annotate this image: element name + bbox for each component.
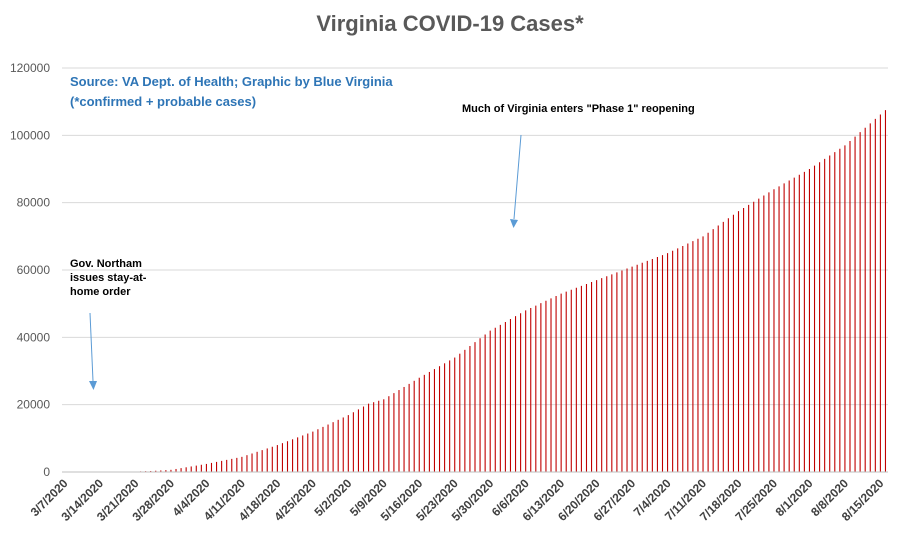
stay-home-note: Gov. Northam issues stay-at- home order bbox=[70, 258, 150, 298]
stay-home-arrow bbox=[89, 312, 94, 382]
x-axis-ticks: 3/7/20203/14/20203/21/20203/28/20204/4/2… bbox=[28, 476, 887, 524]
y-tick-label: 0 bbox=[43, 465, 50, 479]
y-tick-label: 20000 bbox=[17, 398, 51, 412]
source-line-2: (*confirmed + probable cases) bbox=[70, 94, 256, 109]
x-tick-label: 5/2/2020 bbox=[311, 476, 354, 519]
y-tick-label: 80000 bbox=[17, 196, 51, 210]
source-line-1: Source: VA Dept. of Health; Graphic by B… bbox=[70, 74, 393, 89]
source-note: Source: VA Dept. of Health; Graphic by B… bbox=[70, 74, 396, 109]
chart-title: Virginia COVID-19 Cases* bbox=[316, 11, 584, 36]
y-axis-ticks: 0 20000 40000 60000 80000 100000 120000 bbox=[10, 61, 50, 479]
gridlines bbox=[62, 67, 888, 406]
x-tick-label: 8/1/2020 bbox=[773, 476, 816, 519]
y-tick-label: 60000 bbox=[17, 263, 51, 277]
y-tick-label: 40000 bbox=[17, 330, 51, 344]
y-tick-label: 120000 bbox=[10, 61, 50, 75]
phase1-arrow bbox=[513, 134, 522, 220]
stay-home-line-1: Gov. Northam bbox=[70, 258, 142, 270]
stay-home-line-2: issues stay-at- bbox=[70, 272, 147, 284]
case-bars bbox=[69, 110, 887, 472]
phase1-note: Much of Virginia enters "Phase 1" reopen… bbox=[462, 103, 695, 115]
stay-home-line-3: home order bbox=[70, 286, 131, 298]
phase1-line-1: Much of Virginia enters "Phase 1" reopen… bbox=[462, 103, 695, 115]
y-tick-label: 100000 bbox=[10, 128, 50, 142]
stay-home-arrowhead bbox=[89, 381, 97, 390]
phase1-arrowhead bbox=[510, 219, 518, 228]
